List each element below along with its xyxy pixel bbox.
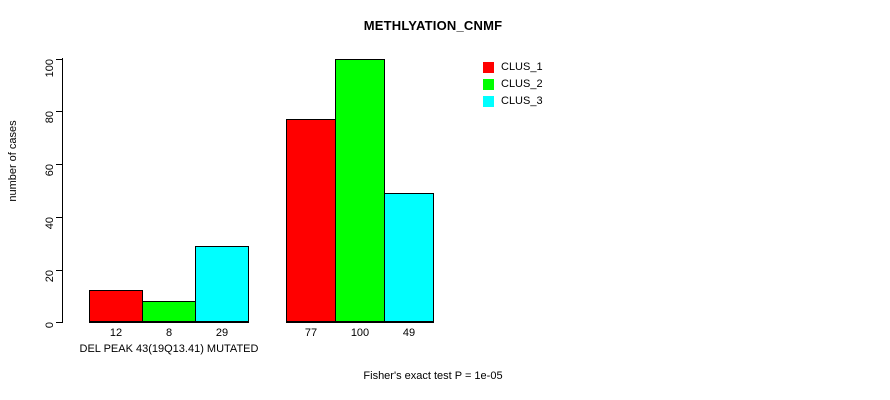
legend: CLUS_1 CLUS_2 CLUS_3 (483, 59, 543, 110)
y-axis-tick-40 (56, 217, 62, 218)
y-axis-line (62, 58, 63, 323)
bar-left-clus2[interactable] (142, 301, 196, 322)
y-axis-title: number of cases (7, 120, 19, 202)
legend-item-clus3[interactable]: CLUS_3 (483, 93, 543, 110)
y-axis-tick-100 (56, 59, 62, 60)
y-axis-tick-0 (56, 322, 62, 323)
bar-right-clus1[interactable] (286, 119, 336, 322)
y-axis-tick-label-20: 20 (44, 270, 56, 283)
legend-label-clus2: CLUS_2 (501, 78, 543, 90)
bar-value-label-left-clus3: 29 (215, 327, 229, 339)
bar-value-label-left-clus2: 8 (165, 327, 173, 339)
y-axis-tick-label-60: 60 (44, 164, 56, 177)
bar-right-clus2[interactable] (335, 59, 385, 322)
legend-label-clus1: CLUS_1 (501, 61, 543, 73)
bar-left-clus1[interactable] (89, 290, 143, 322)
y-axis-tick-label-40: 40 (44, 217, 56, 230)
y-axis-tick-60 (56, 164, 62, 165)
bar-value-label-right-clus2: 100 (350, 327, 370, 339)
y-axis-tick-label-100: 100 (44, 59, 56, 78)
y-axis-tick-80 (56, 111, 62, 112)
bar-left-clus3[interactable] (195, 246, 249, 322)
right-group-baseline (286, 322, 434, 323)
legend-label-clus3: CLUS_3 (501, 95, 543, 107)
legend-item-clus2[interactable]: CLUS_2 (483, 76, 543, 93)
legend-swatch-clus1 (483, 62, 494, 73)
statistical-test-note: Fisher's exact test P = 1e-05 (363, 370, 503, 382)
legend-swatch-clus2 (483, 79, 494, 90)
bar-value-label-left-clus1: 12 (109, 327, 123, 339)
legend-swatch-clus3 (483, 96, 494, 107)
group-label-left: DEL PEAK 43(19Q13.41) MUTATED (79, 343, 259, 355)
page-title: METHLYATION_CNMF (363, 18, 503, 33)
bar-value-label-right-clus1: 77 (304, 327, 318, 339)
y-axis-tick-20 (56, 270, 62, 271)
y-axis-tick-label-80: 80 (44, 111, 56, 124)
legend-item-clus1[interactable]: CLUS_1 (483, 59, 543, 76)
bar-right-clus3[interactable] (384, 193, 434, 322)
left-group-baseline (89, 322, 249, 323)
bar-value-label-right-clus3: 49 (402, 327, 416, 339)
